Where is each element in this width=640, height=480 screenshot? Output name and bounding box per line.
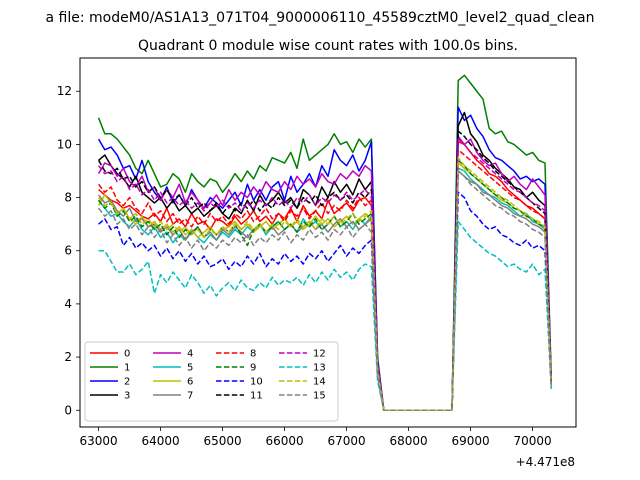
y-tick-label: 8	[64, 191, 72, 205]
legend-label-8: 8	[250, 349, 256, 360]
series-line-15	[98, 170, 552, 411]
legend-label-2: 2	[124, 377, 130, 388]
series-line-0	[98, 140, 552, 411]
plot-area: 63000 64000 65000 66000 67000 68000 69000 70000…	[57, 57, 577, 448]
y-tick-label: 12	[57, 84, 72, 98]
x-tick-label: 64000	[142, 434, 180, 448]
figure-suptitle: a file: modeM0/AS1A13_071T04_9000006110_…	[46, 10, 595, 26]
series-line-8	[98, 148, 552, 411]
series-line-1	[97, 74, 552, 411]
x-tick-label: 65000	[204, 434, 242, 448]
legend-label-3: 3	[124, 391, 130, 402]
legend-label-11: 11	[250, 391, 263, 402]
x-tick-label: 63000	[80, 434, 118, 448]
legend-label-0: 0	[124, 349, 130, 360]
x-tick-label: 66000	[266, 434, 304, 448]
series-line-4	[97, 135, 552, 411]
legend-label-10: 10	[250, 377, 263, 388]
x-axis-offset-label: +4.471e8	[516, 455, 575, 469]
legend-label-6: 6	[187, 377, 193, 388]
legend-label-4: 4	[187, 349, 193, 360]
series-line-3	[98, 111, 552, 411]
legend-box	[84, 341, 339, 422]
series-line-9	[98, 159, 552, 411]
x-tick-label: 67000	[328, 434, 366, 448]
chart-title: Quadrant 0 module wise count rates with …	[138, 38, 518, 54]
series-line-10	[98, 191, 552, 411]
ticks-layer: 63000 64000 65000 66000 67000 68000 69000 70000…	[57, 84, 552, 448]
y-tick-label: 0	[64, 403, 72, 417]
y-tick-label: 2	[64, 350, 72, 364]
legend-label-5: 5	[187, 363, 193, 374]
legend-label-15: 15	[313, 391, 326, 402]
legend-label-12: 12	[313, 349, 326, 360]
series-layer	[97, 74, 552, 411]
legend-label-1: 1	[124, 363, 130, 374]
series-line-13	[98, 220, 552, 411]
legend-label-9: 9	[250, 363, 256, 374]
series-line-7	[98, 170, 552, 411]
legend-label-13: 13	[313, 363, 326, 374]
series-line-11	[97, 130, 552, 411]
y-tick-label: 6	[64, 244, 72, 258]
x-tick-label: 68000	[390, 434, 428, 448]
y-tick-label: 4	[64, 297, 72, 311]
series-line-12	[98, 138, 552, 411]
series-line-14	[98, 156, 552, 411]
x-tick-label: 69000	[452, 434, 490, 448]
axes-frame	[79, 57, 577, 428]
x-tick-label: 70000	[514, 434, 552, 448]
legend-label-7: 7	[187, 391, 193, 402]
y-tick-label: 10	[57, 137, 72, 151]
legend-label-14: 14	[313, 377, 326, 388]
